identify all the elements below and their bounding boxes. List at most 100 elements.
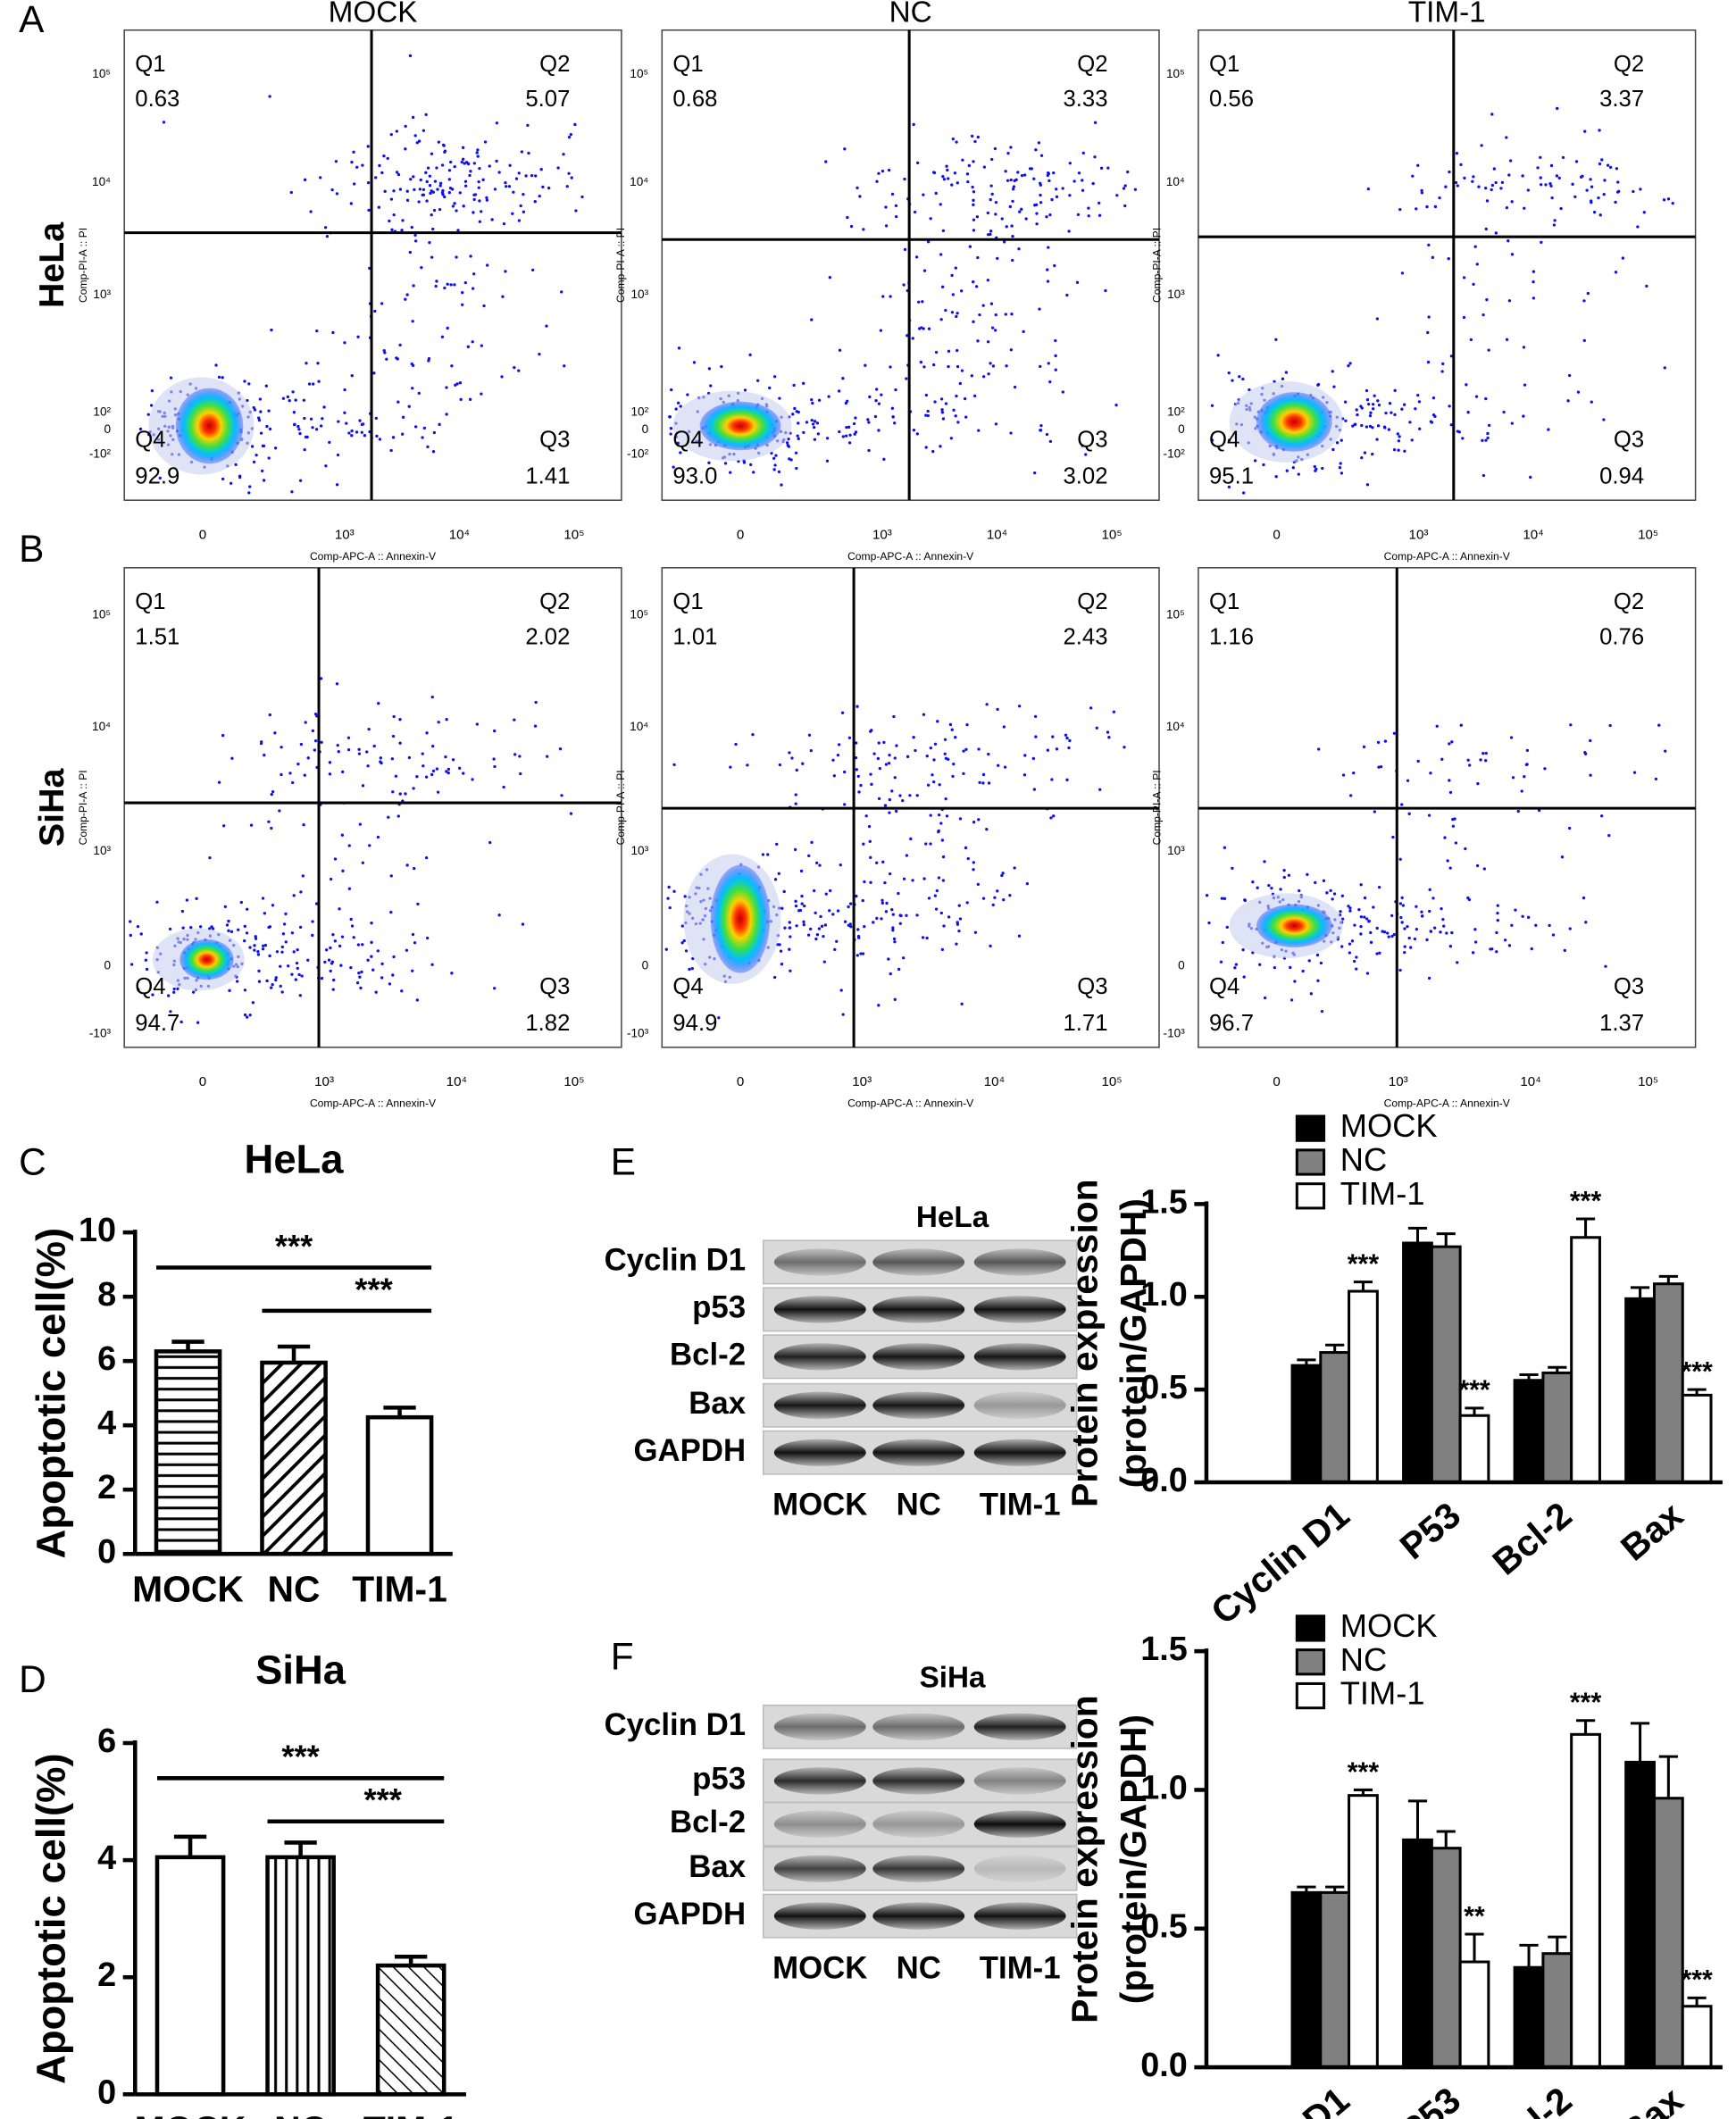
- event-dot: [1016, 171, 1020, 174]
- event-dot: [1425, 938, 1429, 942]
- blot-band: [973, 1391, 1066, 1419]
- event-dot: [940, 838, 945, 842]
- event-dot: [790, 756, 794, 760]
- event-dot: [1115, 194, 1119, 197]
- event-dot: [1608, 723, 1612, 728]
- event-dot: [398, 741, 402, 745]
- event-dot: [862, 228, 865, 231]
- event-dot: [371, 968, 375, 972]
- event-dot: [889, 295, 892, 298]
- event-dot: [893, 776, 897, 780]
- y-axis-title: Apoptotic cell(%): [28, 1753, 73, 2084]
- event-dot: [430, 152, 434, 155]
- event-dot: [1233, 966, 1237, 970]
- event-dot: [1289, 998, 1294, 1002]
- event-dot: [672, 889, 676, 893]
- event-dot: [954, 266, 957, 270]
- event-dot: [1359, 932, 1363, 936]
- event-dot: [864, 814, 868, 818]
- event-dot: [989, 302, 994, 305]
- event-dot: [370, 922, 373, 925]
- event-dot: [396, 172, 401, 177]
- event-dot: [137, 988, 140, 991]
- event-dot: [972, 868, 975, 872]
- event-dot: [912, 429, 916, 432]
- event-dot: [676, 441, 680, 446]
- event-dot: [849, 925, 853, 929]
- y-tick-label: 10²: [630, 405, 648, 418]
- event-dot: [560, 794, 563, 797]
- event-dot: [262, 444, 266, 448]
- event-dot: [390, 757, 394, 761]
- event-dots: [668, 121, 1138, 487]
- event-dot: [1607, 834, 1611, 838]
- event-dot: [478, 220, 482, 223]
- event-dot: [949, 437, 954, 440]
- event-dot: [1477, 185, 1481, 188]
- event-dot: [411, 387, 414, 390]
- event-dot: [1431, 255, 1435, 259]
- event-dot: [367, 727, 371, 731]
- event-dot: [945, 814, 949, 818]
- event-dot: [453, 202, 456, 205]
- event-dot: [1376, 399, 1380, 403]
- event-dot: [1440, 370, 1444, 373]
- event-dot: [795, 768, 798, 772]
- event-dot: [1617, 189, 1621, 194]
- event-dot: [1355, 408, 1358, 412]
- event-dot: [1207, 921, 1211, 925]
- y-axis-title: (protein/GAPDH): [1113, 1714, 1154, 2004]
- event-dot: [903, 177, 906, 181]
- event-dot: [304, 721, 307, 724]
- event-dot: [1420, 191, 1424, 195]
- event-dot: [1571, 182, 1574, 186]
- event-dot: [1344, 419, 1348, 422]
- event-dot: [446, 282, 449, 286]
- event-dot: [243, 939, 246, 943]
- event-dot: [436, 790, 440, 794]
- event-dot: [820, 924, 824, 928]
- event-dot: [1391, 835, 1395, 839]
- event-dot: [847, 736, 852, 739]
- event-dot: [1106, 166, 1110, 170]
- event-dot: [1431, 396, 1436, 400]
- event-dot: [788, 926, 791, 930]
- event-dot: [1095, 726, 1098, 730]
- blot-band: [773, 1713, 866, 1740]
- quadrant-value: 3.02: [1063, 463, 1107, 488]
- event-dot: [349, 965, 353, 970]
- event-dot: [898, 922, 902, 925]
- event-dot: [905, 854, 909, 857]
- bar: [1458, 1414, 1490, 1484]
- event-dot: [313, 738, 318, 743]
- event-dot: [1359, 915, 1364, 919]
- event-dot: [514, 177, 519, 180]
- event-dot: [463, 162, 466, 165]
- x-tick-label: 10⁵: [1102, 528, 1123, 543]
- event-dot: [807, 854, 811, 858]
- event-dot: [433, 179, 438, 183]
- event-dot: [1307, 959, 1311, 963]
- y-tick-label: 10³: [630, 844, 648, 857]
- event-dot: [1536, 166, 1540, 170]
- event-dot: [929, 746, 933, 750]
- event-dot: [1400, 921, 1404, 924]
- event-dot: [1352, 959, 1356, 964]
- event-dot: [664, 947, 668, 951]
- event-dot: [819, 914, 822, 919]
- event-dot: [960, 289, 964, 293]
- event-dot: [431, 745, 435, 748]
- event-dot: [1270, 887, 1273, 890]
- event-dot: [955, 314, 958, 319]
- event-dot: [574, 209, 578, 213]
- event-dot: [1476, 781, 1480, 786]
- bar: [1290, 1364, 1323, 1484]
- y-tick-label: 10³: [630, 288, 648, 301]
- event-dot: [972, 218, 976, 221]
- legend-swatch: [1295, 1648, 1326, 1676]
- event-dot: [1574, 160, 1579, 163]
- event-dot: [1427, 315, 1431, 319]
- event-dot: [965, 722, 969, 727]
- y-tick-label: 0.5: [1140, 1369, 1188, 1406]
- event-dot: [1406, 779, 1410, 782]
